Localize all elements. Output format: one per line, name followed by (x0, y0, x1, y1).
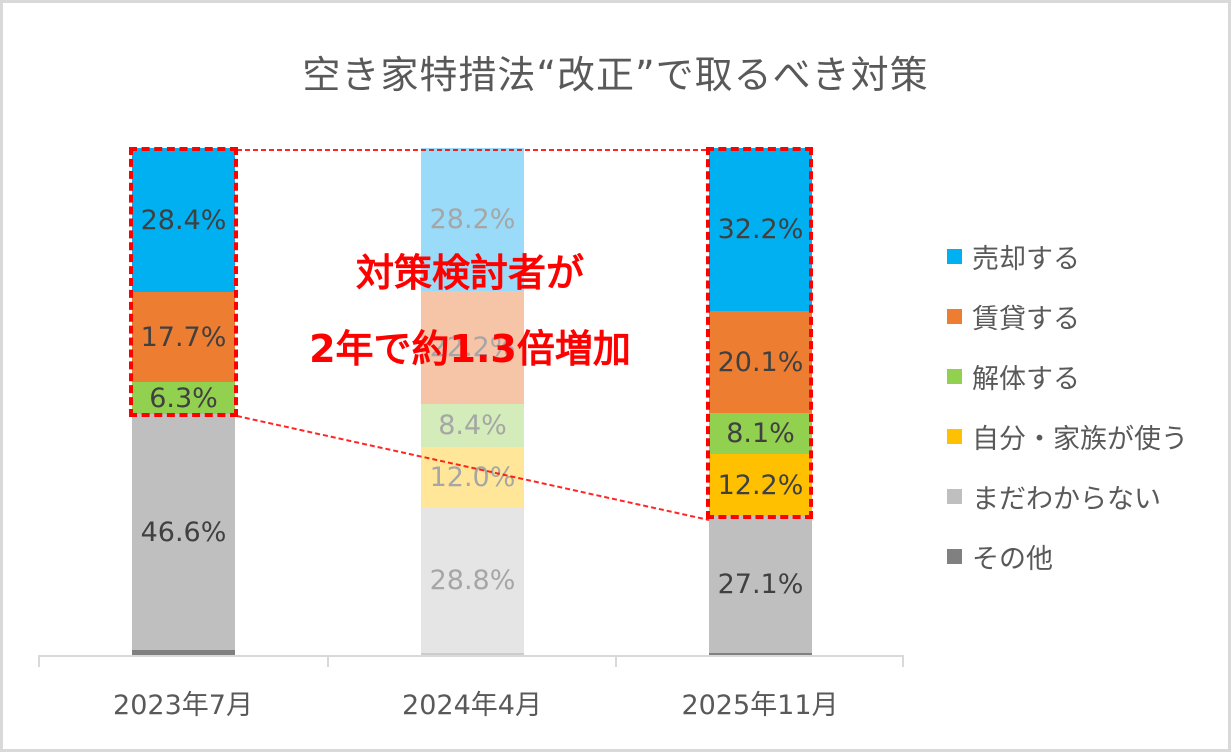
x-axis-tick (327, 655, 329, 667)
x-axis-tick (615, 655, 617, 667)
x-label-2025: 2025年11月 (681, 690, 839, 721)
value-label: 20.1% (717, 346, 804, 378)
legend-item-sell: 売却する (947, 226, 1188, 286)
segment-other (709, 653, 812, 655)
segment-demolish: 8.1% (709, 413, 812, 454)
value-label: 12.2% (717, 469, 804, 501)
bar-2023: 28.4% 17.7% 6.3% 46.6% (132, 148, 235, 655)
legend-label: その他 (972, 543, 1053, 575)
segment-demolish: 6.3% (132, 382, 235, 414)
value-label: 8.4% (438, 410, 507, 441)
x-label-2024: 2024年4月 (402, 690, 542, 721)
legend-label: 売却する (972, 243, 1080, 275)
value-label: 17.7% (140, 321, 227, 353)
legend-item-demolish: 解体する (947, 346, 1188, 406)
segment-use: 12.2% (709, 454, 812, 516)
value-label: 32.2% (717, 214, 804, 245)
legend-label: 賃貸する (972, 303, 1080, 335)
segment-other (132, 650, 235, 655)
legend-label: 自分・家族が使う (972, 423, 1188, 455)
value-label: 27.1% (717, 569, 804, 600)
bar-2025: 32.2% 20.1% 8.1% 12.2% 27.1% (709, 148, 812, 655)
segment-sell: 28.2% (421, 148, 524, 291)
segment-sell: 32.2% (709, 148, 812, 311)
segment-rent: 22.2% (421, 291, 524, 404)
value-label: 28.4% (140, 204, 227, 236)
segment-demolish: 8.4% (421, 404, 524, 447)
legend-swatch-icon (947, 548, 962, 564)
legend-swatch-icon (947, 428, 962, 444)
legend-label: 解体する (972, 363, 1080, 395)
annotation-text: 対策検討者が 2年で約1.3倍増加 (250, 235, 690, 387)
highlight-box-2023 (129, 147, 238, 417)
segment-rent: 17.7% (132, 292, 235, 382)
legend-item-use: 自分・家族が使う (947, 406, 1188, 466)
value-label: 28.2% (429, 204, 516, 235)
value-label: 8.1% (726, 418, 795, 449)
x-axis (38, 655, 904, 657)
legend: 売却する 賃貸する 解体する 自分・家族が使う まだわからない その他 (947, 226, 1188, 586)
legend-swatch-icon (947, 248, 962, 264)
segment-undecided: 46.6% (132, 414, 235, 650)
x-axis-tick (902, 655, 904, 667)
segment-undecided: 27.1% (709, 516, 812, 653)
bar-2024: 28.2% 22.2% 8.4% 12.0% 28.8% (421, 148, 524, 655)
legend-item-undecided: まだわからない (947, 466, 1188, 526)
value-label: 22.2% (429, 332, 516, 363)
x-axis-tick (38, 655, 40, 667)
value-label: 46.6% (140, 516, 227, 548)
chart-title: 空き家特措法“改正”で取るべき対策 (302, 53, 929, 97)
segment-rent: 20.1% (709, 311, 812, 413)
x-label-2023: 2023年7月 (113, 690, 253, 721)
legend-swatch-icon (947, 308, 962, 324)
segment-undecided: 28.8% (421, 508, 524, 653)
legend-swatch-icon (947, 488, 962, 504)
legend-label: まだわからない (972, 483, 1161, 515)
annotation-line-1: 対策検討者が (355, 251, 584, 295)
legend-item-other: その他 (947, 526, 1188, 586)
segment-other (421, 653, 524, 655)
value-label: 28.8% (429, 565, 516, 596)
highlight-box-2025 (706, 147, 813, 519)
annotation-line-2: 2年で約1.3倍増加 (309, 327, 631, 371)
segment-sell: 28.4% (132, 148, 235, 292)
value-label: 6.3% (149, 382, 218, 414)
legend-item-rent: 賃貸する (947, 286, 1188, 346)
legend-swatch-icon (947, 368, 962, 384)
